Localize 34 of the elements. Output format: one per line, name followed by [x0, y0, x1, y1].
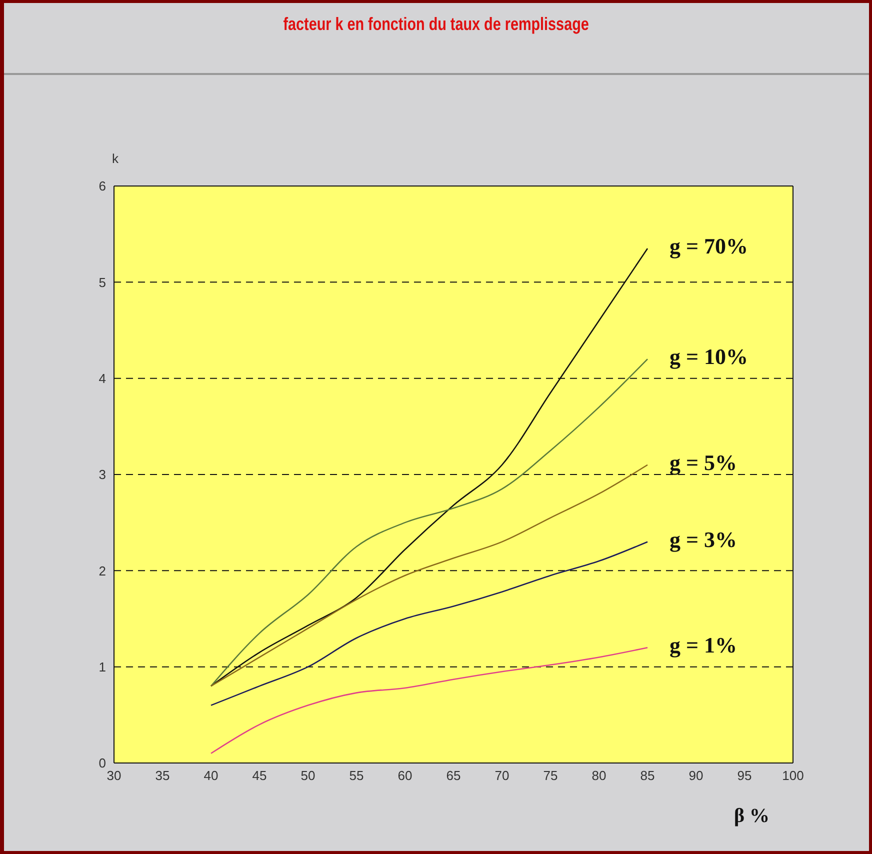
line-series — [210, 358, 648, 687]
x-tick-label: 55 — [349, 768, 364, 784]
x-tick-label: 80 — [592, 768, 606, 784]
x-axis-title: β % — [734, 805, 770, 828]
x-tick-label: 60 — [398, 768, 412, 784]
x-tick-label: 50 — [300, 768, 316, 784]
x-tick-label: 45 — [252, 768, 267, 784]
series-label: g = 10% — [670, 344, 748, 370]
series-label: g = 70% — [670, 234, 748, 259]
y-tick-label: 3 — [98, 467, 106, 482]
x-tick-label: 35 — [155, 768, 170, 784]
x-tick-label: 65 — [446, 768, 461, 784]
x-tick-label: 40 — [204, 768, 218, 784]
line-series — [210, 646, 648, 754]
series-label: g = 3% — [670, 526, 738, 552]
line-series — [210, 541, 648, 706]
y-tick-label: 4 — [98, 370, 106, 386]
chart-title: facteur k en fonction du taux de remplissage — [284, 14, 590, 34]
line-series — [210, 464, 648, 687]
y-tick-label: 2 — [98, 563, 106, 578]
x-tick-label: 90 — [688, 768, 704, 784]
x-tick-label: 75 — [543, 768, 558, 784]
y-tick-label: 5 — [98, 274, 106, 290]
y-tick-label: 0 — [98, 756, 106, 771]
series-label: g = 1% — [670, 632, 738, 658]
x-tick-label: 30 — [106, 768, 122, 784]
y-tick-label: 6 — [98, 178, 106, 194]
x-tick-label: 70 — [494, 768, 510, 784]
x-tick-label: 85 — [640, 768, 655, 784]
series-label: g = 5% — [670, 450, 738, 475]
x-tick-label: 100 — [782, 768, 804, 784]
y-tick-label: 1 — [98, 659, 106, 674]
y-axis-title: k — [112, 151, 118, 166]
x-tick-label: 95 — [737, 768, 752, 784]
